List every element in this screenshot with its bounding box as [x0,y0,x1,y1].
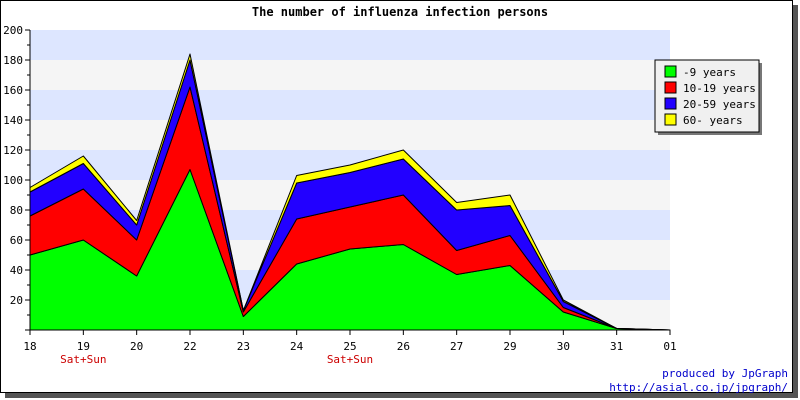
x-tick-label: 31 [610,340,623,353]
x-tick-label: 26 [397,340,410,353]
legend-swatch [664,97,677,110]
x-tick-label: 30 [557,340,570,353]
y-tick-label: 120 [3,144,23,157]
grid-band [30,120,670,150]
x-tick-label: 20 [130,340,143,353]
credit-line-1: produced by JpGraph [662,367,788,380]
y-tick-label: 40 [10,264,23,277]
legend-label: 10-19 years [683,82,756,95]
y-axis: 20 40 60 80 100 120 140 160 180 200 [3,24,31,331]
credit-line-2: http://asial.co.jp/jpgraph/ [609,381,788,394]
y-tick-label: 160 [3,84,23,97]
y-tick-label: 80 [10,204,23,217]
x-tick-label: 22 [183,340,196,353]
legend-label: 60- years [683,114,743,127]
weekend-marker-label: Sat+Sun [60,353,106,366]
x-tick-label: 19 [77,340,90,353]
grid-band [30,30,670,60]
y-tick-label: 100 [3,174,23,187]
y-tick-label: 200 [3,24,23,37]
legend-swatch [664,81,677,94]
legend: -9 years 10-19 years 20-59 years 60- years [654,59,762,135]
legend-label: 20-59 years [683,98,756,111]
x-tick-label: 29 [503,340,516,353]
grid-band [30,90,670,120]
x-tick-label: 18 [23,340,36,353]
legend-swatch [664,65,677,78]
x-tick-label: 25 [343,340,356,353]
y-tick-label: 20 [10,294,23,307]
x-tick-label: 23 [237,340,250,353]
chart-title: The number of influenza infection person… [252,5,548,19]
x-tick-label: 24 [290,340,304,353]
area-series [29,53,671,331]
x-axis: 18 19 20 22 23 24 25 26 27 29 30 31 01 Sat+Sun Sat+Sun [23,329,677,366]
legend-label: -9 years [683,66,736,79]
y-tick-label: 60 [10,234,23,247]
series-area-3 [29,53,671,331]
x-tick-label: 01 [663,340,676,353]
y-tick-label: 180 [3,54,23,67]
x-tick-label: 27 [450,340,463,353]
grid-band [30,60,670,90]
legend-swatch [664,113,677,126]
y-tick-label: 140 [3,114,23,127]
weekend-marker-label: Sat+Sun [327,353,373,366]
